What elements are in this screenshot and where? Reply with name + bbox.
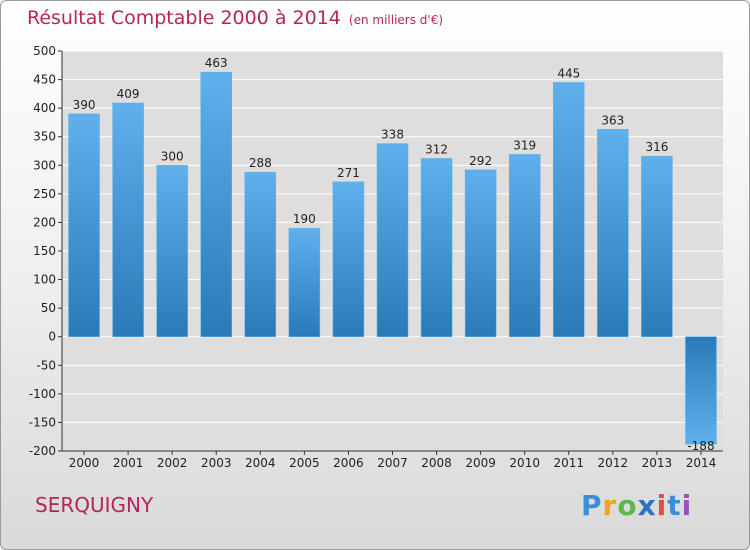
proxiti-logo: Proxiti xyxy=(581,489,692,522)
logo-letter: i xyxy=(656,489,668,522)
value-label: -188 xyxy=(687,439,714,453)
value-label: 338 xyxy=(381,128,404,142)
x-tick-label: 2009 xyxy=(465,456,496,470)
y-tick-label: 500 xyxy=(33,44,56,58)
x-tick-label: 2013 xyxy=(642,456,673,470)
chart-title-text: Résultat Comptable 2000 à 2014 xyxy=(27,7,341,29)
value-label: 363 xyxy=(601,113,624,127)
y-tick-label: 50 xyxy=(41,301,56,315)
x-tick-label: 2001 xyxy=(113,456,144,470)
bar xyxy=(332,181,365,337)
x-tick-label: 2014 xyxy=(686,456,717,470)
bar xyxy=(244,171,277,337)
x-tick-labels: 2000 2001 2002 2003 2004 2005 2006 2007 2008 2009… xyxy=(69,456,716,470)
y-tick-label: 100 xyxy=(33,273,56,287)
value-label: 463 xyxy=(205,56,228,70)
bar xyxy=(156,165,188,337)
value-label: 445 xyxy=(557,66,580,80)
y-tick-label: 250 xyxy=(33,187,56,201)
bar xyxy=(112,102,144,337)
bar xyxy=(200,71,232,337)
x-tick-label: 2006 xyxy=(333,456,364,470)
value-label: 288 xyxy=(249,156,272,170)
chart-subtitle: (en milliers d'€) xyxy=(348,13,444,27)
bar xyxy=(376,143,409,337)
y-tick-label: 200 xyxy=(33,215,56,229)
value-label: 390 xyxy=(73,98,96,112)
x-tick-label: 2012 xyxy=(598,456,629,470)
bars xyxy=(68,71,717,445)
x-tick-label: 2008 xyxy=(421,456,452,470)
y-tick-labels: 500450400350300250200150100500-50-100-15… xyxy=(29,44,56,458)
value-label: 300 xyxy=(161,149,184,163)
value-label: 292 xyxy=(469,154,492,168)
value-label: 312 xyxy=(425,142,448,156)
bar xyxy=(553,82,585,337)
x-tick-label: 2000 xyxy=(69,456,100,470)
value-label: 271 xyxy=(337,166,360,180)
logo-letter: P xyxy=(581,489,603,522)
logo-letter: t xyxy=(667,489,682,522)
x-tick-label: 2002 xyxy=(157,456,188,470)
commune-name: SERQUIGNY xyxy=(35,493,154,517)
x-tick-label: 2007 xyxy=(377,456,408,470)
bar xyxy=(420,158,453,337)
value-label: 409 xyxy=(117,87,140,101)
x-tick-label: 2004 xyxy=(245,456,276,470)
bar xyxy=(288,227,321,337)
y-tick-label: -200 xyxy=(29,444,56,458)
bar xyxy=(464,169,497,337)
bar xyxy=(68,113,100,337)
y-tick-label: 400 xyxy=(33,101,56,115)
y-tick-label: 300 xyxy=(33,158,56,172)
logo-letter: i xyxy=(681,489,693,522)
logo-letter: o xyxy=(617,489,638,522)
chart-title: Résultat Comptable 2000 à 2014 (en millie… xyxy=(27,7,443,29)
y-tick-label: 350 xyxy=(33,130,56,144)
x-tick-label: 2011 xyxy=(553,456,584,470)
logo-letter: r xyxy=(602,489,618,522)
bar xyxy=(641,155,673,337)
y-tick-label: -150 xyxy=(29,415,56,429)
axes xyxy=(61,51,723,455)
x-tick-label: 2003 xyxy=(201,456,232,470)
logo-letter: x xyxy=(637,489,657,522)
bar xyxy=(597,129,629,337)
value-labels: 390 409 300 463 288 190 271 338 312 292 319 445 363 3… xyxy=(73,56,715,453)
y-tick-label: 150 xyxy=(33,244,56,258)
bar xyxy=(685,336,717,445)
x-tick-label: 2005 xyxy=(289,456,320,470)
y-tick-label: -100 xyxy=(29,387,56,401)
value-label: 190 xyxy=(293,212,316,226)
x-tick-label: 2010 xyxy=(509,456,540,470)
value-label: 319 xyxy=(513,138,536,152)
value-label: 316 xyxy=(645,140,668,154)
y-tick-label: -50 xyxy=(36,358,56,372)
bar xyxy=(508,154,541,337)
y-tick-label: 450 xyxy=(33,73,56,87)
y-tick-label: 0 xyxy=(48,330,56,344)
